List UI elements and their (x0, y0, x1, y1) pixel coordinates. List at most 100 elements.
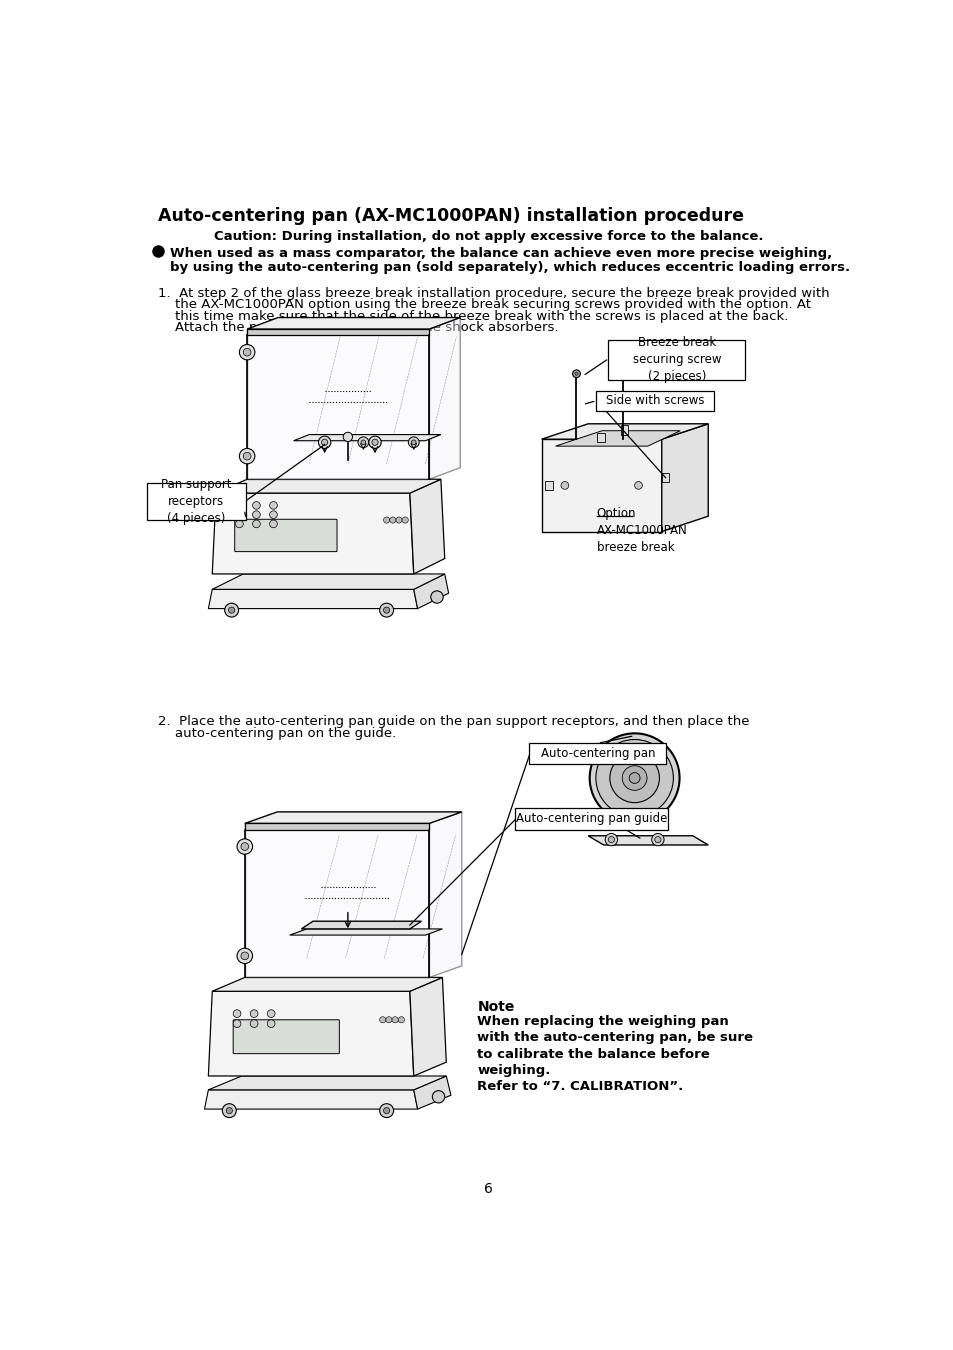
Text: with the auto-centering pan, be sure: with the auto-centering pan, be sure (476, 1031, 753, 1045)
Polygon shape (247, 329, 429, 335)
Circle shape (431, 591, 443, 603)
Text: Pan support
receptors
(4 pieces): Pan support receptors (4 pieces) (161, 478, 232, 525)
Circle shape (318, 436, 331, 448)
Polygon shape (429, 317, 459, 479)
Text: When used as a mass comparator, the balance can achieve even more precise weighi: When used as a mass comparator, the bala… (171, 247, 832, 259)
Circle shape (608, 837, 614, 842)
Circle shape (243, 348, 251, 356)
Polygon shape (212, 977, 442, 991)
Circle shape (397, 1017, 404, 1023)
Text: Option
AX-MC1000PAN
breeze break: Option AX-MC1000PAN breeze break (596, 508, 687, 554)
FancyBboxPatch shape (596, 390, 713, 410)
Circle shape (432, 1091, 444, 1103)
Text: this time make sure that the side of the breeze break with the screws is placed : this time make sure that the side of the… (158, 310, 787, 323)
Circle shape (596, 740, 673, 817)
Circle shape (575, 373, 578, 375)
Text: Auto-centering pan guide: Auto-centering pan guide (516, 813, 666, 825)
Text: When replacing the weighing pan: When replacing the weighing pan (476, 1015, 728, 1029)
Polygon shape (555, 431, 679, 446)
Circle shape (620, 373, 624, 375)
Circle shape (411, 440, 416, 444)
Text: Refer to “7. CALIBRATION”.: Refer to “7. CALIBRATION”. (476, 1080, 683, 1094)
Polygon shape (414, 1076, 451, 1110)
Circle shape (253, 510, 260, 518)
Circle shape (609, 753, 659, 803)
Circle shape (224, 603, 238, 617)
Circle shape (243, 452, 251, 460)
Polygon shape (212, 493, 414, 574)
Circle shape (618, 370, 626, 378)
Circle shape (629, 772, 639, 783)
Circle shape (321, 439, 328, 446)
Circle shape (621, 765, 646, 790)
Circle shape (379, 603, 394, 617)
Polygon shape (414, 574, 448, 609)
Text: to calibrate the balance before: to calibrate the balance before (476, 1048, 709, 1061)
Polygon shape (216, 479, 440, 493)
Circle shape (267, 1010, 274, 1018)
Circle shape (229, 608, 234, 613)
Polygon shape (429, 811, 461, 977)
Polygon shape (541, 424, 707, 439)
FancyBboxPatch shape (234, 520, 336, 552)
Circle shape (235, 502, 243, 509)
Polygon shape (245, 824, 429, 830)
Circle shape (235, 520, 243, 528)
Circle shape (270, 520, 277, 528)
Text: the AX-MC1000PAN option using the breeze break securing screws provided with the: the AX-MC1000PAN option using the breeze… (158, 298, 810, 312)
FancyBboxPatch shape (529, 743, 666, 764)
Polygon shape (290, 929, 442, 936)
Circle shape (241, 952, 249, 960)
Polygon shape (410, 977, 446, 1076)
Text: by using the auto-centering pan (sold separately), which reduces eccentric loadi: by using the auto-centering pan (sold se… (171, 261, 850, 274)
Bar (661, 472, 669, 482)
Circle shape (235, 510, 243, 518)
Circle shape (250, 1019, 257, 1027)
Circle shape (408, 437, 418, 448)
Circle shape (270, 510, 277, 518)
Circle shape (236, 838, 253, 855)
Circle shape (395, 517, 402, 524)
Circle shape (372, 439, 377, 446)
Polygon shape (247, 317, 459, 329)
Text: auto-centering pan on the guide.: auto-centering pan on the guide. (158, 728, 395, 740)
Polygon shape (208, 991, 414, 1076)
Circle shape (233, 1010, 241, 1018)
Text: 6: 6 (484, 1183, 493, 1196)
Polygon shape (245, 811, 461, 824)
Circle shape (267, 1019, 274, 1027)
FancyBboxPatch shape (147, 483, 245, 520)
Polygon shape (208, 1076, 446, 1089)
Circle shape (383, 517, 390, 524)
Polygon shape (212, 574, 444, 590)
Polygon shape (294, 435, 440, 440)
Circle shape (369, 436, 381, 448)
Circle shape (634, 482, 641, 489)
Polygon shape (541, 439, 661, 532)
Text: Note: Note (476, 1000, 514, 1014)
FancyBboxPatch shape (608, 340, 744, 379)
Circle shape (253, 520, 260, 528)
FancyBboxPatch shape (233, 1019, 339, 1053)
Text: Caution: During installation, do not apply excessive force to the balance.: Caution: During installation, do not app… (214, 230, 762, 243)
Circle shape (226, 1107, 233, 1114)
Circle shape (604, 833, 617, 845)
Polygon shape (245, 824, 429, 977)
Circle shape (241, 842, 249, 850)
Circle shape (270, 502, 277, 509)
Text: 2.  Place the auto-centering pan guide on the pan support receptors, and then pl: 2. Place the auto-centering pan guide on… (158, 716, 749, 728)
Text: Attach the pan support receptors to the shock absorbers.: Attach the pan support receptors to the … (158, 321, 558, 335)
Circle shape (390, 517, 395, 524)
Circle shape (222, 1104, 236, 1118)
Circle shape (560, 482, 568, 489)
Polygon shape (661, 424, 707, 532)
Polygon shape (410, 479, 444, 574)
Bar (620, 425, 628, 435)
Circle shape (654, 837, 660, 842)
Circle shape (379, 1017, 385, 1023)
Polygon shape (301, 921, 421, 929)
Circle shape (343, 432, 353, 441)
Circle shape (572, 370, 579, 378)
Polygon shape (587, 836, 707, 845)
Circle shape (383, 1107, 390, 1114)
